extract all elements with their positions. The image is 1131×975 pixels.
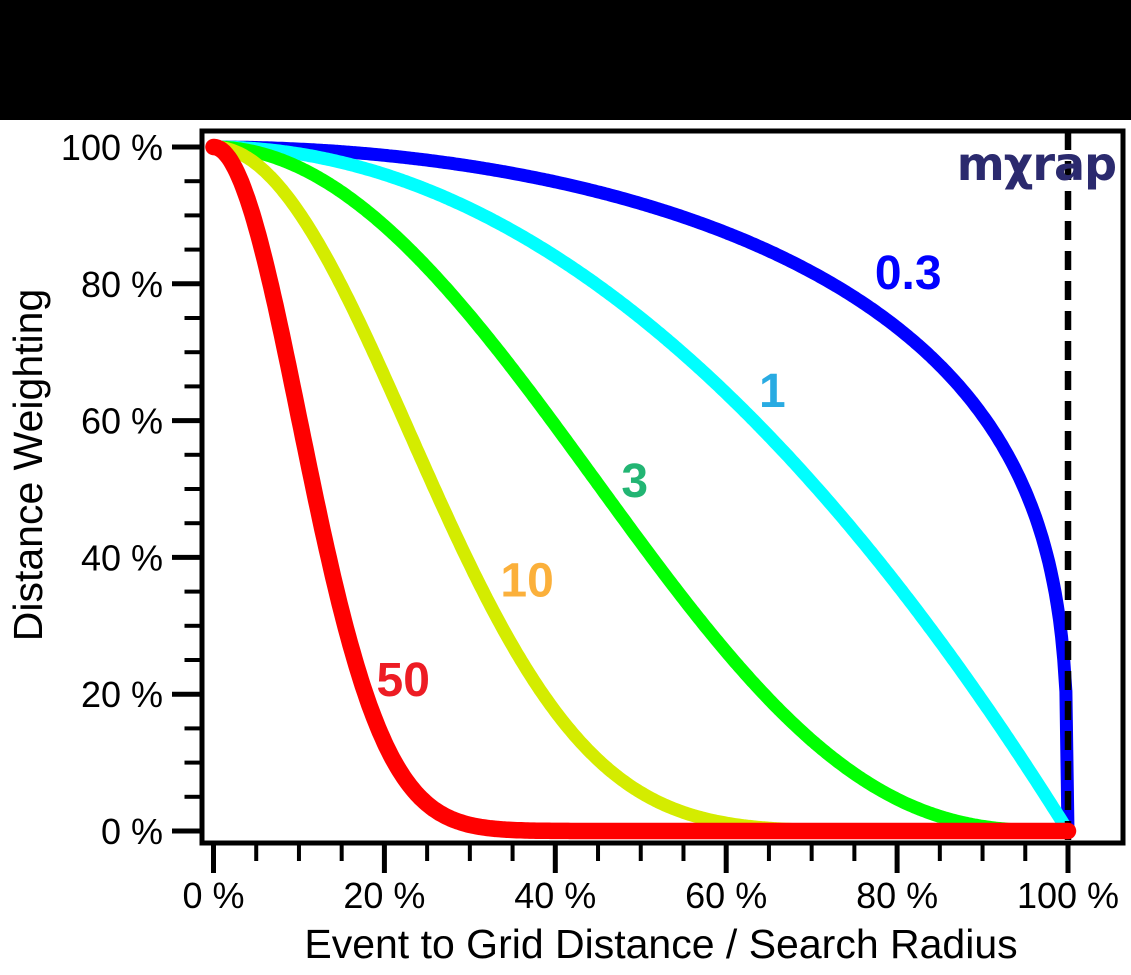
curve-labels-layer: 0.3 1 3 10 50 xyxy=(377,247,942,707)
x-axis-title: Event to Grid Distance / Search Radius xyxy=(304,921,1017,967)
x-tick-label: 60 % xyxy=(685,875,767,916)
y-tick-label: 100 % xyxy=(61,127,163,168)
x-tick-label: 100 % xyxy=(1017,875,1119,916)
x-tick-label: 0 % xyxy=(182,875,244,916)
weighting-curve-3 xyxy=(207,140,1075,838)
weighting-curve-0.3 xyxy=(207,140,1075,838)
x-tick-label: 20 % xyxy=(343,875,425,916)
y-tick-label: 0 % xyxy=(101,811,163,852)
y-tick-label: 40 % xyxy=(81,537,163,578)
curve-label-10: 10 xyxy=(500,554,553,607)
y-axis-title: Distance Weighting xyxy=(5,289,51,641)
x-tick-label: 40 % xyxy=(514,875,596,916)
plot-border xyxy=(199,128,1126,846)
x-tick-label: 80 % xyxy=(856,875,938,916)
curves-layer xyxy=(205,131,1077,843)
y-tick-label: 60 % xyxy=(81,401,163,442)
weighting-curve-1 xyxy=(207,140,1075,838)
curve-label-0.3: 0.3 xyxy=(875,247,942,300)
curve-label-50: 50 xyxy=(377,654,430,707)
weighting-curve-50 xyxy=(205,138,1077,840)
curve-label-3: 3 xyxy=(621,455,648,508)
curve-label-1: 1 xyxy=(759,365,786,418)
y-tick-label: 80 % xyxy=(81,264,163,305)
y-tick-label: 20 % xyxy=(81,674,163,715)
redacted-title-bar xyxy=(0,0,1131,120)
mxrap-logo: mχrap xyxy=(957,137,1116,191)
axes-layer: 0 % 20 % 40 % 60 % 80 % 100 % 0 % 20 % 40 % 60 % 8… xyxy=(61,127,1119,916)
